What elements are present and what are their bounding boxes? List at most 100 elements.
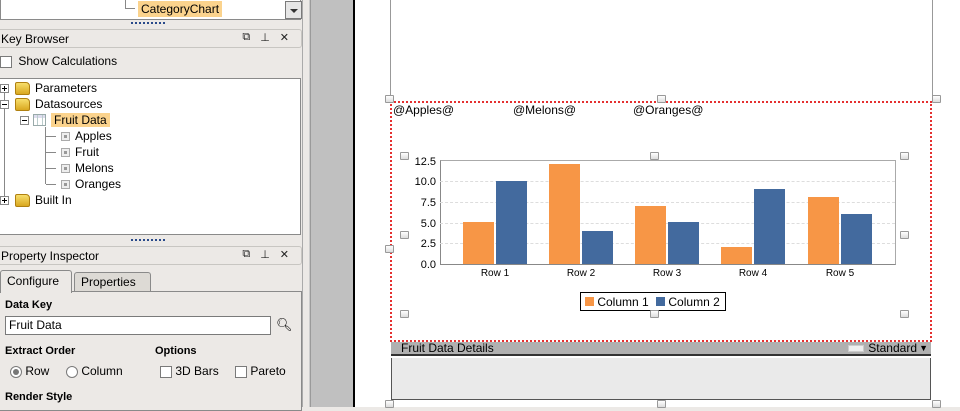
radio-column[interactable]: Column	[66, 364, 123, 378]
y-tick: 0.0	[420, 259, 436, 271]
option-3d-bars[interactable]: 3D Bars	[160, 364, 219, 378]
header-key-melons[interactable]: @Melons@	[513, 103, 577, 117]
chart-legend: Column 1 Column 2	[580, 292, 726, 311]
band-color-swatch[interactable]	[848, 345, 864, 352]
tree-item-fruit-data[interactable]: Fruit Data	[20, 112, 110, 128]
restore-icon[interactable]: ⧉	[242, 248, 251, 260]
bar-row1-col1	[463, 222, 494, 264]
field-icon	[61, 179, 70, 189]
show-calculations-row[interactable]: Show Calculations	[0, 54, 117, 68]
render-style-label: Render Style	[5, 391, 73, 403]
tree-label: Fruit	[75, 145, 99, 159]
legend-label: Column 1	[597, 295, 649, 309]
radio-column-button[interactable]	[66, 365, 78, 378]
option-pareto[interactable]: Pareto	[235, 364, 286, 378]
field-icon	[61, 163, 70, 173]
resize-handle[interactable]	[385, 245, 394, 253]
expand-icon[interactable]	[0, 195, 9, 205]
tree-item-fruit[interactable]: Fruit	[46, 144, 99, 160]
chart-resize-handle[interactable]	[900, 231, 909, 239]
resize-handle[interactable]	[932, 95, 941, 103]
tab-label: Properties	[81, 275, 136, 289]
y-tick: 2.5	[420, 238, 436, 250]
tab-configure[interactable]: Configure	[0, 270, 72, 293]
splitter-handle[interactable]	[131, 22, 165, 25]
tree-connector	[45, 127, 46, 184]
bar-row4-col2	[754, 189, 785, 264]
tree-label: Apples	[75, 129, 112, 143]
tree-item-apples[interactable]: Apples	[46, 128, 112, 144]
3d-bars-checkbox[interactable]	[160, 365, 172, 378]
bar-row1-col2	[496, 181, 527, 264]
outline-tree: CategoryChart	[0, 0, 302, 20]
tree-item-built-in[interactable]: Built In	[0, 192, 72, 208]
header-key-apples[interactable]: @Apples@	[393, 103, 455, 117]
resize-handle[interactable]	[657, 95, 666, 103]
chevron-down-icon[interactable]: ▼	[919, 343, 928, 353]
tree-item-parameters[interactable]: Parameters	[0, 80, 97, 96]
data-key-input[interactable]: Fruit Data	[5, 316, 271, 335]
resize-handle[interactable]	[385, 95, 394, 103]
header-key-oranges[interactable]: @Oranges@	[633, 103, 704, 117]
data-key-label: Data Key	[5, 299, 53, 311]
tree-label: Melons	[75, 161, 114, 175]
chart-plot-area[interactable]	[440, 160, 896, 265]
radio-column-label: Column	[81, 364, 123, 378]
collapse-icon[interactable]	[0, 99, 9, 109]
folder-icon	[15, 193, 30, 207]
close-icon[interactable]: ✕	[279, 32, 289, 44]
x-tick: Row 4	[738, 268, 768, 279]
search-icon[interactable]: 🔍︎	[276, 317, 293, 332]
tree-item-datasources[interactable]: Datasources	[0, 96, 102, 112]
bar-row5-col2	[841, 214, 872, 264]
bar-row3-col2	[668, 222, 699, 264]
gridline	[440, 243, 895, 244]
tab-label: Configure	[7, 274, 60, 288]
chart-resize-handle[interactable]	[400, 231, 409, 239]
pin-icon[interactable]: ⊥	[260, 32, 270, 44]
close-icon[interactable]: ✕	[279, 249, 289, 261]
field-icon	[61, 131, 70, 141]
pin-icon[interactable]: ⊥	[260, 249, 270, 261]
radio-row-button[interactable]	[10, 365, 22, 378]
tab-properties[interactable]: Properties	[74, 272, 151, 292]
expand-icon[interactable]	[0, 83, 9, 93]
legend-swatch-column2	[656, 297, 666, 306]
folder-icon	[15, 81, 30, 95]
x-tick: Row 1	[480, 268, 510, 279]
chart-resize-handle[interactable]	[900, 310, 909, 318]
band-mode-dropdown[interactable]: Standard	[868, 341, 917, 355]
page-border	[932, 0, 933, 100]
tree-label: Parameters	[35, 81, 98, 95]
chart-resize-handle[interactable]	[400, 310, 409, 318]
chart-resize-handle[interactable]	[650, 310, 659, 318]
bar-row5-col1	[808, 197, 839, 264]
tree-label: Oranges	[75, 177, 122, 191]
collapse-icon[interactable]	[20, 115, 29, 125]
pareto-checkbox[interactable]	[235, 365, 247, 378]
chart-resize-handle[interactable]	[400, 152, 409, 160]
report-canvas	[355, 0, 960, 407]
y-tick: 5.0	[420, 218, 436, 230]
legend-label: Column 2	[668, 295, 720, 309]
radio-row[interactable]: Row	[10, 364, 49, 378]
y-tick: 10.0	[414, 176, 436, 188]
details-band-header[interactable]: Fruit Data Details Standard ▼	[391, 342, 931, 356]
x-tick: Row 3	[652, 268, 682, 279]
key-browser-title: Key Browser	[1, 32, 70, 46]
details-band-body[interactable]	[391, 358, 931, 400]
folder-icon	[15, 97, 30, 111]
tree-item-oranges[interactable]: Oranges	[46, 176, 121, 192]
tree-label: Datasources	[35, 97, 103, 111]
splitter-handle[interactable]	[131, 239, 165, 242]
table-icon	[33, 114, 46, 126]
tree-item-melons[interactable]: Melons	[46, 160, 114, 176]
tree-connector	[125, 0, 135, 9]
outline-item-label: CategoryChart	[138, 1, 223, 17]
restore-icon[interactable]: ⧉	[242, 31, 251, 43]
chart-resize-handle[interactable]	[900, 152, 909, 160]
chart-resize-handle[interactable]	[650, 152, 659, 160]
property-inspector-title: Property Inspector	[1, 249, 100, 263]
show-calculations-checkbox[interactable]	[0, 55, 12, 68]
scroll-down-arrow[interactable]	[285, 1, 302, 19]
